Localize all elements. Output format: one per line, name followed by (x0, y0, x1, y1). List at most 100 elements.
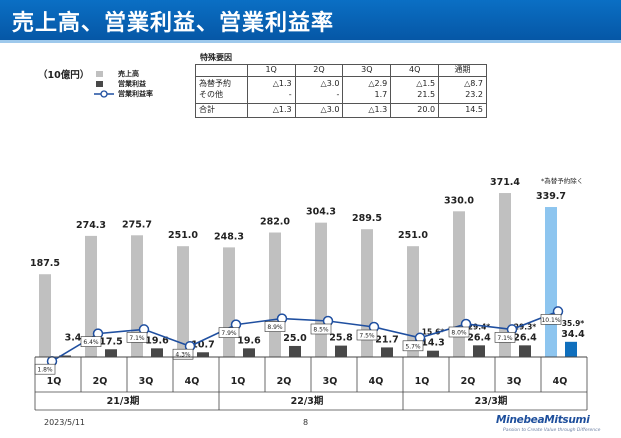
table-cell: 23.2 (438, 89, 487, 104)
sales-bar (177, 246, 189, 357)
table-cell: △1.3 (246, 76, 296, 90)
op-margin-label-box (448, 326, 470, 338)
sales-value-label: 274.3 (76, 220, 106, 231)
period-label: 21/3期 (107, 395, 140, 407)
sales-bar (453, 211, 465, 357)
op-margin-line (51, 310, 559, 362)
op-income-value-label: 14.3 (421, 338, 444, 349)
op-income-ex-fx-label: 29.3* (514, 322, 537, 331)
op-margin-label: 7.1% (129, 335, 145, 342)
table-cell: △2.9 (342, 76, 392, 90)
sales-bar (269, 232, 281, 357)
sales-value-label: 304.3 (306, 207, 336, 218)
x-tick-label: 2Q (461, 376, 476, 387)
table-header-row: 1Q 2Q 3Q 4Q 通期 (195, 64, 487, 77)
x-tick-label: 3Q (507, 376, 522, 387)
table-cell: △1.3 (246, 103, 296, 118)
x-tick-label: 1Q (415, 376, 430, 387)
table-header-cell: 1Q (246, 64, 296, 77)
sales-bar (39, 274, 51, 357)
op-margin-label: 10.1% (541, 317, 560, 324)
x-tick-label: 4Q (185, 376, 200, 387)
table-cell: △8.7 (438, 76, 487, 90)
x-tick-label: 3Q (139, 376, 154, 387)
op-income-value-label: 25.8 (329, 333, 353, 344)
op-margin-label-box (494, 332, 516, 343)
op-income-bar (381, 347, 393, 357)
op-margin-label-box (402, 340, 424, 352)
sales-bar (223, 247, 235, 357)
footer-date: 2023/5/11 (44, 418, 86, 427)
op-margin-label: 6.4% (83, 339, 99, 346)
op-margin-label: 1.8% (37, 367, 53, 374)
sales-bar (407, 246, 419, 357)
op-income-value-label: 21.7 (375, 334, 398, 345)
x-tick-label: 2Q (93, 376, 108, 387)
op-income-bar (289, 345, 301, 357)
op-income-bar (243, 348, 255, 357)
x-tick-label: 1Q (47, 376, 62, 387)
period-label: 23/3期 (475, 395, 508, 407)
table-header-cell: 2Q (294, 64, 344, 77)
op-income-value-label: 26.4 (467, 332, 491, 343)
op-margin-label: 5.7% (405, 343, 421, 350)
op-margin-label-box (264, 321, 286, 332)
company-logo: MinebeaMitsumi (496, 414, 590, 426)
page-number: 8 (303, 418, 309, 427)
legend-swatch-sales (96, 71, 103, 77)
op-income-value-label: 3.4 (65, 332, 82, 343)
company-tagline: Passion to Create Value through Differen… (503, 428, 601, 433)
table-cell: - (294, 89, 344, 104)
table-row: その他 - - 1.7 21.5 23.2 (195, 89, 487, 104)
sales-value-label: 251.0 (398, 230, 428, 241)
op-income-ex-fx-label: 29.4* (468, 322, 491, 331)
table-cell: △3.0 (294, 103, 344, 118)
sales-value-label: 187.5 (30, 258, 60, 269)
sales-value-label: 289.5 (352, 213, 382, 224)
x-tick-label: 4Q (369, 376, 384, 387)
op-margin-label: 8.0% (451, 330, 467, 337)
table-total-row: 合計 △1.3 △3.0 △1.3 20.0 14.5 (195, 103, 487, 118)
op-margin-label: 7.5% (359, 333, 375, 340)
op-margin-label-box (218, 327, 240, 338)
sales-value-label: 282.0 (260, 216, 290, 227)
op-income-value-label: 10.7 (191, 339, 214, 350)
op-income-bar (427, 350, 439, 357)
op-margin-label-box (126, 332, 148, 343)
special-factors-title: 特殊要因 (200, 53, 232, 62)
op-income-bar (105, 349, 117, 357)
period-label: 22/3期 (291, 395, 324, 407)
sales-bar (85, 235, 97, 357)
sales-value-label: 371.4 (490, 177, 520, 188)
table-header-cell: 3Q (342, 64, 392, 77)
table-cell: 1.7 (342, 89, 392, 104)
sales-value-label: 275.7 (122, 219, 152, 230)
op-margin-label: 7.9% (221, 330, 237, 337)
sales-value-label: 248.3 (214, 231, 244, 242)
op-income-bar (565, 341, 577, 357)
op-income-ex-fx-label: 15.6* (422, 328, 445, 337)
legend-label-sales: 売上高 (118, 70, 139, 78)
op-income-bar (197, 352, 209, 357)
sales-bar (499, 193, 511, 357)
op-margin-label-box (310, 323, 332, 335)
op-income-value-label: 19.6 (237, 335, 261, 346)
x-tick-label: 1Q (231, 376, 246, 387)
op-margin-label: 7.1% (497, 335, 513, 342)
page-title: 売上高、営業利益、営業利益率 (12, 11, 335, 36)
sales-bar (315, 222, 327, 357)
op-margin-label: 8.9% (267, 324, 283, 331)
title-bar (0, 0, 621, 40)
sales-value-label: 339.7 (536, 191, 566, 202)
legend-label-op-income: 営業利益 (118, 80, 146, 88)
op-margin-label-box (356, 329, 378, 341)
table-cell: △3.0 (294, 76, 344, 90)
op-income-bar (519, 345, 531, 357)
op-income-value-label: 25.0 (283, 333, 307, 344)
op-margin-label: 4.3% (175, 352, 191, 359)
op-income-bar (473, 345, 485, 357)
op-margin-label-box (80, 336, 102, 347)
table-cell: - (246, 89, 296, 104)
op-margin-label-box (540, 314, 562, 325)
